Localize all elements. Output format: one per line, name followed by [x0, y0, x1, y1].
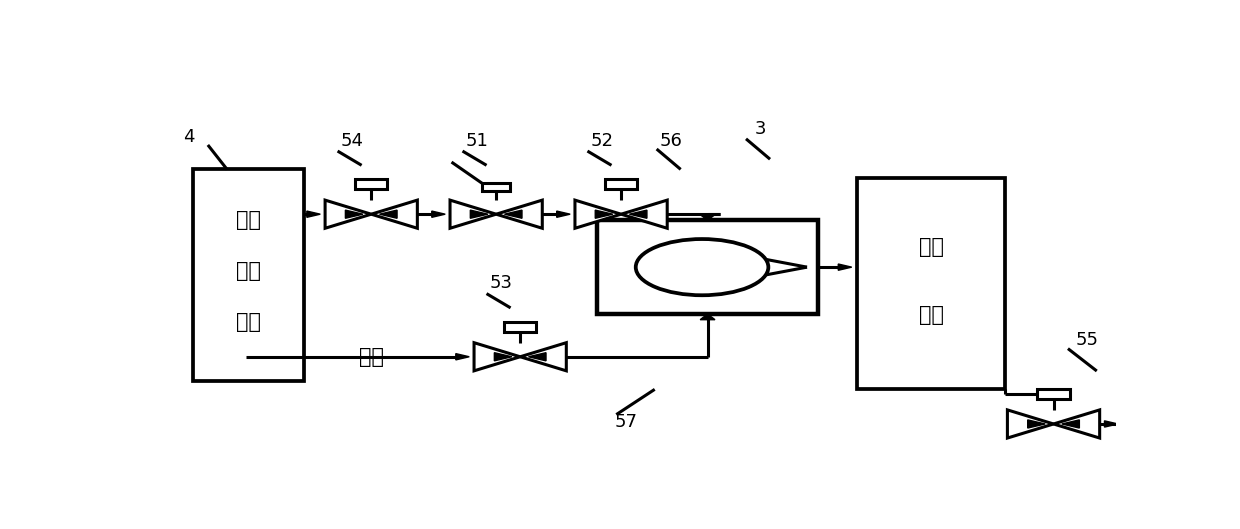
- Polygon shape: [557, 211, 570, 217]
- Polygon shape: [1061, 420, 1079, 428]
- Polygon shape: [450, 200, 496, 229]
- Polygon shape: [701, 314, 715, 320]
- Bar: [1038, 389, 1070, 399]
- Text: 53: 53: [490, 275, 512, 293]
- Polygon shape: [456, 353, 469, 360]
- Polygon shape: [528, 353, 546, 361]
- Polygon shape: [379, 210, 397, 218]
- Polygon shape: [630, 210, 647, 218]
- Text: 3: 3: [755, 120, 766, 138]
- Text: 54: 54: [341, 132, 363, 150]
- Bar: [193, 169, 304, 381]
- Text: 56: 56: [660, 132, 682, 150]
- Bar: [596, 220, 818, 314]
- Circle shape: [636, 239, 769, 295]
- Polygon shape: [701, 215, 715, 220]
- Text: 57: 57: [614, 413, 637, 431]
- Polygon shape: [496, 200, 542, 229]
- Polygon shape: [505, 210, 522, 218]
- Bar: [857, 178, 1006, 389]
- Polygon shape: [575, 200, 621, 229]
- Text: 储罐: 储罐: [236, 312, 262, 332]
- Text: 介质: 介质: [358, 346, 383, 367]
- Polygon shape: [838, 264, 852, 270]
- Text: 51: 51: [465, 132, 489, 150]
- Polygon shape: [346, 210, 363, 218]
- Polygon shape: [470, 210, 487, 218]
- Polygon shape: [306, 211, 320, 217]
- Bar: [605, 179, 637, 189]
- Polygon shape: [474, 343, 521, 371]
- Polygon shape: [1007, 410, 1054, 438]
- Text: 4: 4: [182, 128, 195, 146]
- Polygon shape: [595, 210, 613, 218]
- Polygon shape: [1054, 410, 1100, 438]
- Polygon shape: [1028, 420, 1045, 428]
- Text: 产品: 产品: [919, 305, 944, 325]
- Bar: [482, 183, 511, 191]
- Text: 气体: 气体: [236, 261, 262, 281]
- Polygon shape: [371, 200, 418, 229]
- Bar: [503, 322, 537, 332]
- Polygon shape: [521, 343, 567, 371]
- Polygon shape: [325, 200, 371, 229]
- Text: 被试: 被试: [919, 238, 944, 258]
- Text: 高压: 高压: [236, 210, 262, 230]
- Bar: [355, 179, 387, 189]
- Polygon shape: [495, 353, 512, 361]
- Text: 55: 55: [1075, 332, 1099, 350]
- Polygon shape: [1105, 421, 1118, 427]
- Polygon shape: [621, 200, 667, 229]
- Polygon shape: [432, 211, 445, 217]
- Text: 52: 52: [590, 132, 614, 150]
